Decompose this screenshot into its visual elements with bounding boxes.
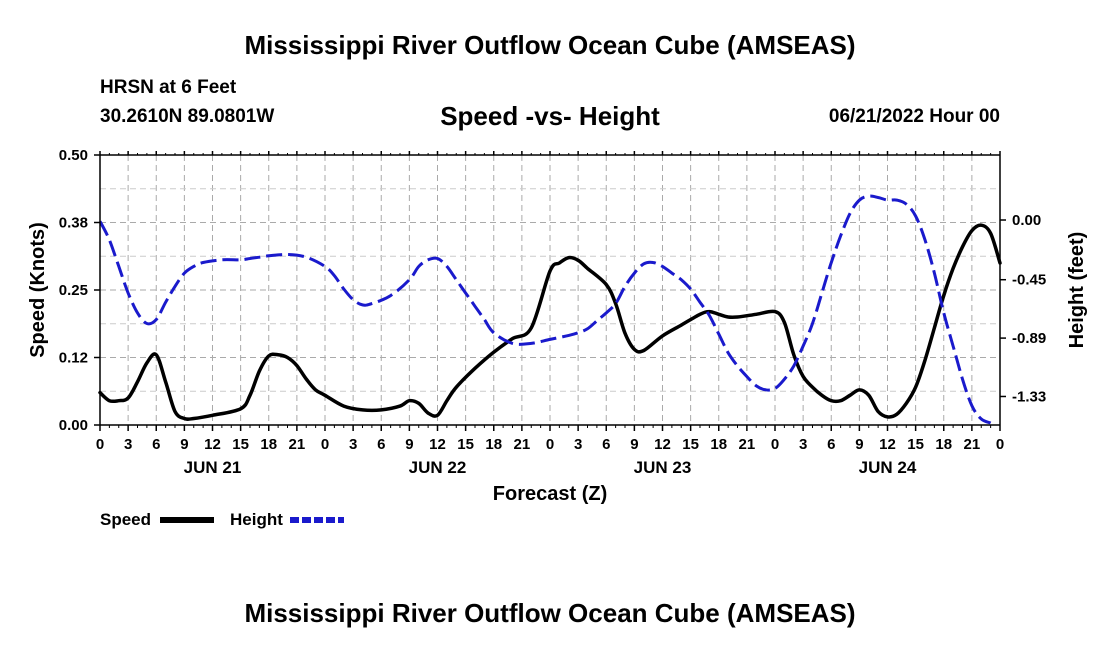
axes-group: 0 3 6 9 12 15 18 21 0 3 6 9 12 15 18 21 0 3 6 9 12 15 18 21 0 3 6 9…: [59, 147, 1046, 477]
speed-series-line: [98, 223, 1002, 421]
y-left-tick-label: 0.25: [59, 282, 88, 299]
y-left-tick-label: 0.38: [59, 215, 88, 232]
y-left-tick-label: 0.12: [59, 350, 88, 367]
x-day-label: JUN 22: [409, 458, 467, 477]
x-tick-label: 6: [377, 436, 385, 453]
chart-title: Mississippi River Outflow Ocean Cube (AM…: [244, 30, 856, 60]
x-tick-label: 0: [321, 436, 329, 453]
x-tick-label: 3: [799, 436, 807, 453]
x-tick-label: 6: [152, 436, 160, 453]
chart-subtitle: Speed -vs- Height: [440, 101, 660, 131]
x-tick-label: 6: [602, 436, 610, 453]
x-tick-label: 12: [204, 436, 221, 453]
legend-height-label: Height: [230, 510, 283, 529]
x-tick-label: 18: [485, 436, 502, 453]
x-tick-label: 0: [771, 436, 779, 453]
x-tick-label: 12: [654, 436, 671, 453]
x-day-label: JUN 21: [184, 458, 242, 477]
x-tick-label: 18: [710, 436, 727, 453]
x-tick-label: 0: [996, 436, 1004, 453]
x-tick-label: 15: [907, 436, 924, 453]
x-tick-label: 6: [827, 436, 835, 453]
x-tick-label: 18: [935, 436, 952, 453]
x-tick-label: 9: [855, 436, 863, 453]
y-right-tick-label: -1.33: [1012, 388, 1046, 405]
x-tick-label: 0: [96, 436, 104, 453]
x-tick-label: 12: [879, 436, 896, 453]
x-tick-label: 9: [630, 436, 638, 453]
x-tick-label: 21: [514, 436, 531, 453]
x-tick-label: 15: [682, 436, 699, 453]
x-tick-label: 21: [964, 436, 981, 453]
x-axis-title: Forecast (Z): [493, 483, 607, 505]
grid-lines: [100, 155, 1000, 425]
legend-speed-swatch: [160, 517, 214, 523]
x-tick-label: 18: [260, 436, 277, 453]
series-group: [98, 194, 1002, 425]
x-tick-label: 3: [574, 436, 582, 453]
height-series-line: [98, 194, 992, 425]
station-label: HRSN at 6 Feet: [100, 77, 237, 98]
x-tick-label: 21: [739, 436, 756, 453]
y-right-tick-label: 0.00: [1012, 212, 1041, 229]
y-left-tick-label: 0.00: [59, 417, 88, 434]
x-tick-label: 3: [349, 436, 357, 453]
y-right-tick-label: -0.89: [1012, 330, 1046, 347]
x-tick-label: 3: [124, 436, 132, 453]
y-left-tick-label: 0.50: [59, 147, 88, 164]
x-tick-label: 12: [429, 436, 446, 453]
x-tick-label: 0: [546, 436, 554, 453]
footer-title: Mississippi River Outflow Ocean Cube (AM…: [244, 598, 856, 628]
x-tick-label: 9: [180, 436, 188, 453]
y-right-tick-label: -0.45: [1012, 272, 1046, 289]
x-tick-label: 15: [457, 436, 474, 453]
forecast-datetime: 06/21/2022 Hour 00: [828, 106, 1000, 127]
legend-speed-label: Speed: [100, 510, 152, 529]
x-tick-label: 15: [232, 436, 249, 453]
x-tick-label: 9: [405, 436, 413, 453]
x-tick-label: 21: [289, 436, 306, 453]
x-day-label: JUN 23: [634, 458, 692, 477]
x-day-label: JUN 24: [859, 458, 917, 477]
coordinates-label: 30.2610N 89.0801W: [100, 106, 275, 127]
y-axis-right-title: Height (feet): [1066, 232, 1088, 349]
legend-height-swatch: [290, 517, 344, 523]
y-axis-left-title: Speed (Knots): [27, 222, 49, 358]
